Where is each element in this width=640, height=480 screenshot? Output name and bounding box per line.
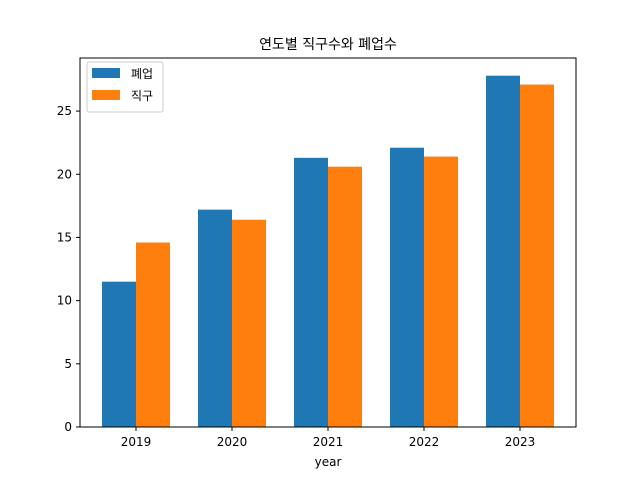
bar-폐업-2021 (294, 157, 328, 427)
x-tick-label-2021: 2021 (313, 435, 344, 449)
bar-직구-2020 (232, 219, 266, 427)
bar-폐업-2020 (198, 209, 232, 427)
y-tick-label-10: 10 (57, 294, 72, 308)
y-tick-label-5: 5 (64, 357, 72, 371)
legend-label-폐업: 폐업 (131, 67, 153, 81)
bar-직구-2023 (520, 84, 554, 428)
bar-직구-2021 (328, 166, 362, 427)
x-tick-label-2022: 2022 (409, 435, 440, 449)
x-tick-label-2019: 2019 (121, 435, 152, 449)
legend-swatch-직구 (92, 90, 120, 100)
x-axis-title: year (315, 455, 342, 469)
legend-swatch-폐업 (92, 68, 120, 78)
bars-layer (102, 75, 554, 428)
bar-폐업-2023 (486, 75, 520, 428)
chart-title: 연도별 직구수와 폐업수 (259, 37, 397, 53)
y-tick-label-25: 25 (57, 104, 72, 118)
y-tick-label-15: 15 (57, 230, 72, 244)
legend-label-직구: 직구 (131, 89, 153, 103)
plot-frame (79, 57, 577, 428)
y-tick-label-20: 20 (57, 167, 72, 181)
y-axis: 0 5 10 15 20 25 (57, 104, 80, 434)
bar-폐업-2022 (390, 147, 424, 427)
x-tick-label-2020: 2020 (217, 435, 248, 449)
legend: 폐업 직구 (86, 61, 164, 113)
bar-직구-2019 (136, 242, 170, 427)
plot-area: 0 5 10 15 20 25 2019 2020 2021 2022 2023 (57, 57, 577, 449)
y-tick-label-0: 0 (64, 420, 72, 434)
x-tick-label-2023: 2023 (505, 435, 536, 449)
bar-직구-2022 (424, 156, 458, 428)
x-axis: 2019 2020 2021 2022 2023 (121, 427, 536, 449)
bar-폐업-2019 (102, 281, 136, 427)
